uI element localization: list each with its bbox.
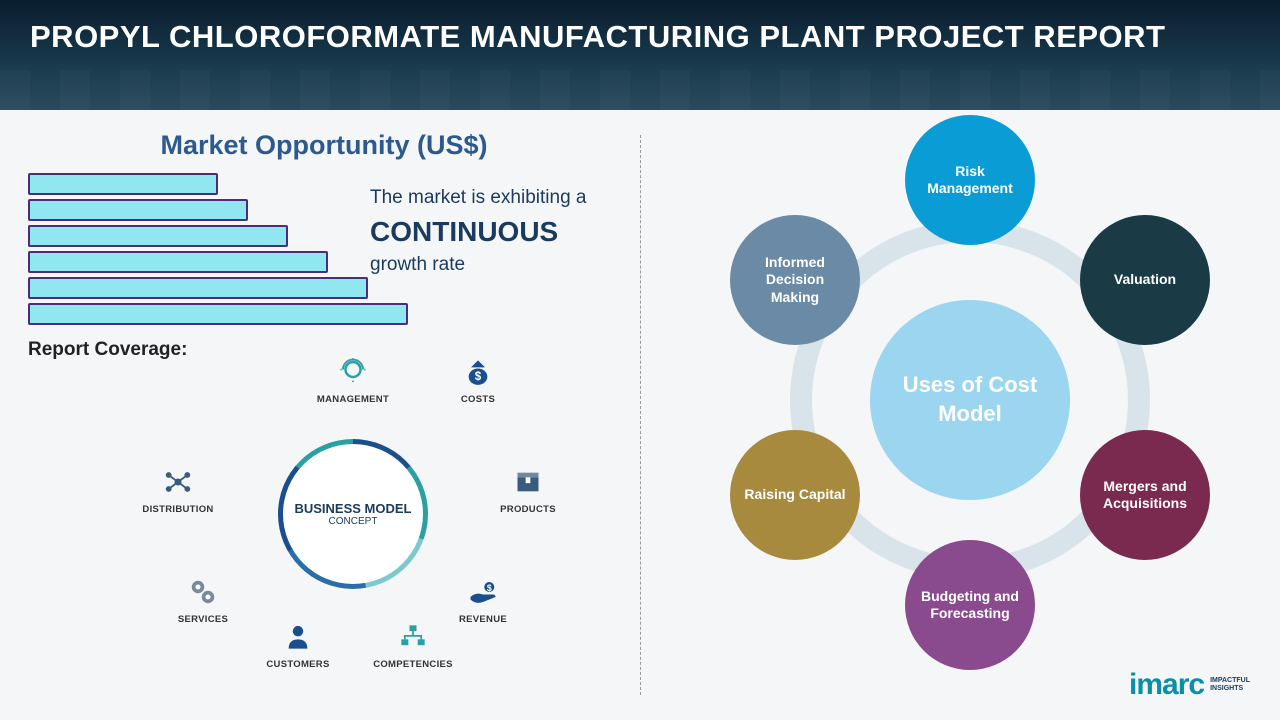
right-panel: Uses of Cost Model Risk Management Valuat… bbox=[640, 110, 1280, 720]
chart-bar bbox=[28, 303, 408, 325]
svg-text:$: $ bbox=[475, 370, 482, 383]
logo-tagline: IMPACTFUL INSIGHTS bbox=[1204, 677, 1250, 692]
money-icon: $ bbox=[460, 354, 496, 390]
cost-model-node: Valuation bbox=[1080, 215, 1210, 345]
hand-icon: $ bbox=[465, 574, 501, 610]
bm-item-management: MANAGEMENT bbox=[308, 354, 398, 405]
brand-logo: imarc IMPACTFUL INSIGHTS bbox=[1129, 668, 1250, 702]
growth-text-box: The market is exhibiting a CONTINUOUS gr… bbox=[370, 185, 630, 278]
growth-keyword: CONTINUOUS bbox=[370, 216, 630, 248]
market-opportunity-title: Market Opportunity (US$) bbox=[28, 130, 620, 161]
header-banner: PROPYL CHLOROFORMATE MANUFACTURING PLANT… bbox=[0, 0, 1280, 110]
bm-item-label: PRODUCTS bbox=[500, 504, 556, 515]
bm-item-revenue: $ REVENUE bbox=[438, 574, 528, 625]
bm-item-label: MANAGEMENT bbox=[317, 394, 389, 405]
bm-item-services: SERVICES bbox=[158, 574, 248, 625]
bm-center-sub: CONCEPT bbox=[329, 516, 378, 527]
left-panel: Market Opportunity (US$) The market is e… bbox=[0, 110, 640, 720]
growth-line2: growth rate bbox=[370, 252, 630, 279]
chart-bar bbox=[28, 225, 288, 247]
cost-model-node: Risk Management bbox=[905, 115, 1035, 245]
org-icon bbox=[395, 619, 431, 655]
logo-text: imarc bbox=[1129, 668, 1204, 702]
box-icon bbox=[510, 464, 546, 500]
bm-item-distribution: DISTRIBUTION bbox=[133, 464, 223, 515]
person-icon bbox=[280, 619, 316, 655]
page-title: PROPYL CHLOROFORMATE MANUFACTURING PLANT… bbox=[30, 18, 1250, 57]
bm-item-label: CUSTOMERS bbox=[266, 659, 329, 670]
svg-text:$: $ bbox=[487, 583, 492, 593]
bm-item-products: PRODUCTS bbox=[483, 464, 573, 515]
cost-model-node: Informed Decision Making bbox=[730, 215, 860, 345]
chart-bar bbox=[28, 173, 218, 195]
bm-item-label: COMPETENCIES bbox=[373, 659, 453, 670]
chart-bar bbox=[28, 251, 328, 273]
cost-model-node: Mergers and Acquisitions bbox=[1080, 430, 1210, 560]
main-content: Market Opportunity (US$) The market is e… bbox=[0, 110, 1280, 720]
bm-item-customers: CUSTOMERS bbox=[253, 619, 343, 670]
cost-model-center-label: Uses of Cost Model bbox=[870, 371, 1070, 428]
bm-item-label: REVENUE bbox=[459, 614, 507, 625]
network-icon bbox=[160, 464, 196, 500]
bm-item-label: SERVICES bbox=[178, 614, 228, 625]
business-model-center: BUSINESS MODEL CONCEPT bbox=[283, 444, 423, 584]
bm-item-label: COSTS bbox=[461, 394, 495, 405]
cost-model-center: Uses of Cost Model bbox=[870, 300, 1070, 500]
bulb-icon bbox=[335, 354, 371, 390]
bm-item-costs: $ COSTS bbox=[433, 354, 523, 405]
cost-model-node: Raising Capital bbox=[730, 430, 860, 560]
growth-line1: The market is exhibiting a bbox=[370, 185, 630, 212]
bm-center-title: BUSINESS MODEL bbox=[294, 501, 411, 517]
chart-bar bbox=[28, 199, 248, 221]
bm-item-label: DISTRIBUTION bbox=[142, 504, 213, 515]
cost-model-node: Budgeting and Forecasting bbox=[905, 540, 1035, 670]
cost-model-diagram: Uses of Cost Model Risk ManagementValuat… bbox=[690, 120, 1250, 680]
business-model-diagram: BUSINESS MODEL CONCEPT MANAGEMENT $ COSTS P… bbox=[138, 369, 568, 659]
chart-bar bbox=[28, 277, 368, 299]
bm-item-competencies: COMPETENCIES bbox=[368, 619, 458, 670]
gears-icon bbox=[185, 574, 221, 610]
